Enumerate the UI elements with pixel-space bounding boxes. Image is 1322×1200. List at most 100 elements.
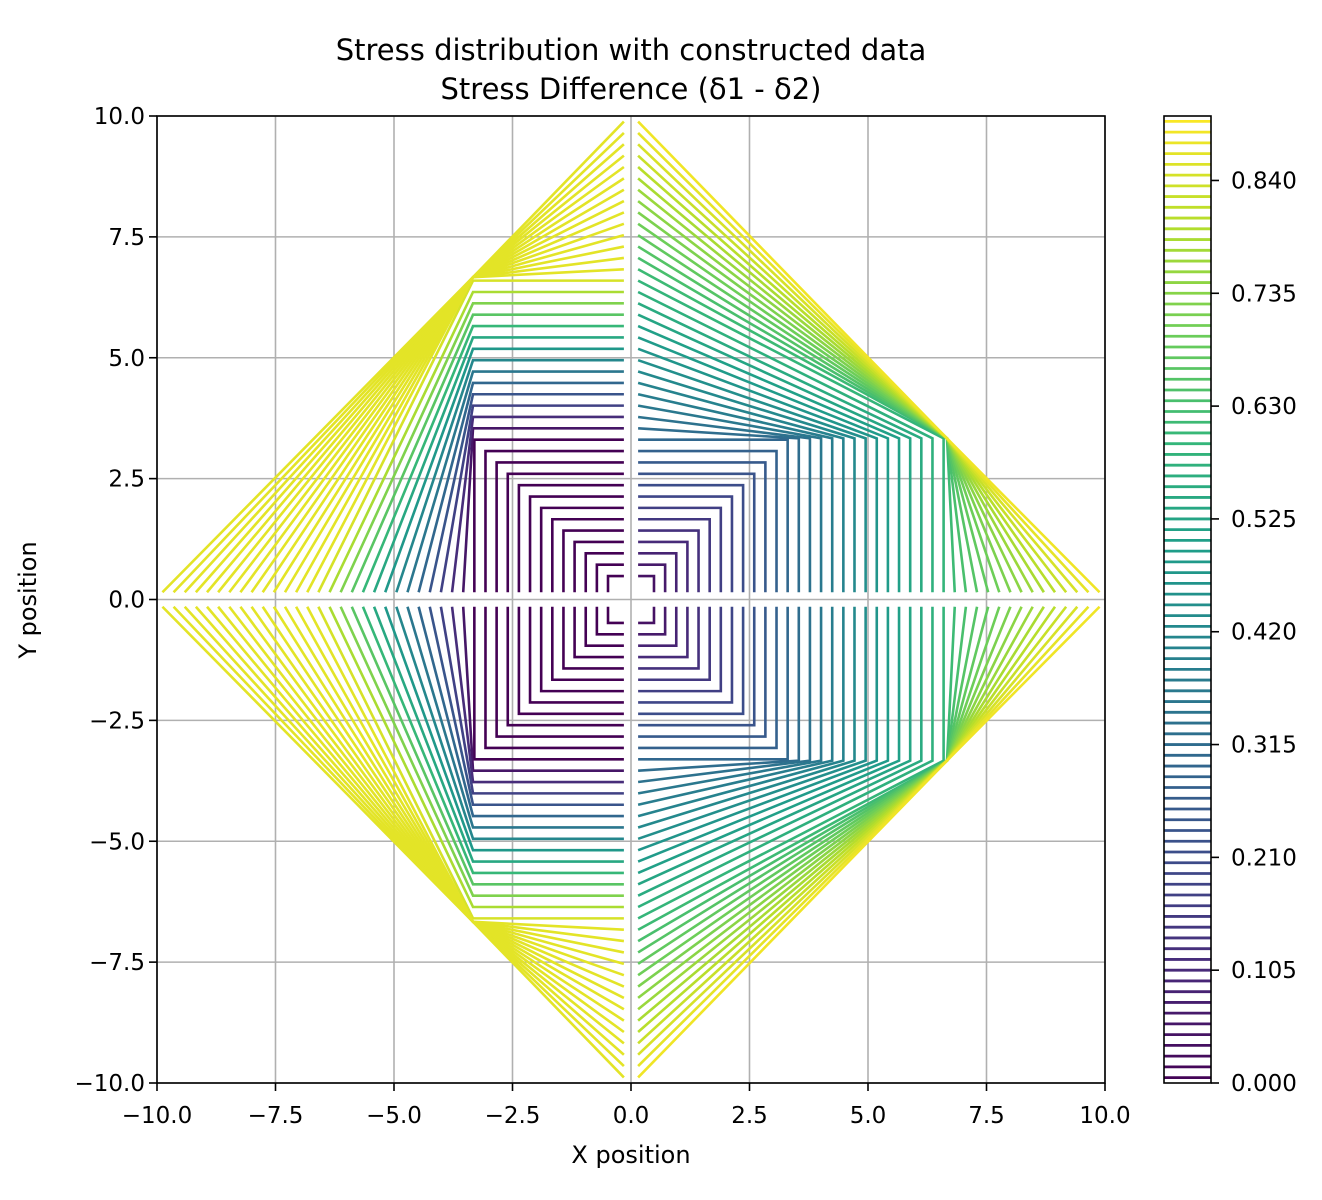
y-tick-label: −10.0 [75, 1071, 145, 1097]
contour-line [637, 279, 945, 593]
contour-line [595, 606, 624, 636]
contour-line [384, 606, 624, 852]
contour-line [637, 605, 1101, 1079]
contour-line [339, 302, 624, 593]
contour-line [638, 540, 689, 593]
y-tick-label: 10.0 [94, 104, 145, 130]
contour-line [637, 290, 934, 593]
contour-line [406, 606, 624, 829]
contour-line [350, 313, 624, 593]
y-tick-label: 7.5 [108, 225, 145, 251]
contour-line [484, 606, 624, 750]
contour-line [637, 404, 823, 593]
colorbar-tick-label: 0.525 [1231, 507, 1297, 533]
colorbar-tick-label: 0.210 [1231, 845, 1297, 871]
contour-line [637, 358, 867, 593]
contour-line [638, 438, 789, 593]
contour-line [484, 449, 624, 593]
contour-line [461, 427, 624, 593]
colorbar-tick-label: 0.105 [1231, 958, 1297, 984]
y-tick-label: 5.0 [108, 346, 145, 372]
contour-line [473, 438, 624, 593]
contour-line [637, 606, 834, 807]
contour-line [638, 483, 745, 593]
x-tick-label: −2.5 [485, 1103, 541, 1129]
x-tick-label: 7.5 [968, 1103, 1005, 1129]
contour-line [517, 606, 624, 716]
x-tick-label: 10.0 [1079, 1103, 1130, 1129]
contour-line [473, 606, 624, 761]
y-tick-label: −2.5 [89, 708, 145, 734]
contour-line [506, 472, 624, 593]
contour-line [637, 381, 845, 593]
y-tick-label: 0.0 [108, 588, 145, 614]
x-tick-label: 0.0 [613, 1103, 650, 1129]
contour-line [606, 606, 624, 625]
chart-title: Stress distribution with constructed dat… [336, 33, 927, 67]
contour-line [638, 606, 689, 659]
contour-line [637, 120, 1101, 594]
contour-line [638, 606, 789, 761]
contour-line [551, 606, 624, 682]
contour-line [637, 370, 856, 593]
contour-line [439, 404, 624, 593]
contour-line [417, 606, 624, 818]
contour-line [562, 529, 624, 593]
contour-line [328, 606, 624, 909]
contour-line [495, 606, 624, 738]
contour-line [417, 381, 624, 593]
contour-line [406, 370, 624, 593]
contour-line [637, 606, 901, 875]
contour-line [637, 606, 867, 841]
contour-line [637, 200, 1023, 593]
contour-line [637, 313, 912, 593]
contour-line [239, 199, 625, 594]
contour-line [637, 392, 834, 593]
contour-line [439, 606, 624, 795]
colorbar-frame [1163, 115, 1212, 1084]
contour-line [450, 606, 624, 784]
contour-line [637, 606, 934, 909]
contour-line [161, 605, 625, 1079]
contour-line [539, 506, 624, 593]
colorbar-ticks: 0.000 0.105 0.210 0.315 0.420 0.525 0.630 0.735… [1211, 168, 1297, 1097]
x-tick-label: 2.5 [731, 1103, 768, 1129]
contour-line [161, 120, 625, 594]
contour-line [637, 606, 912, 886]
contour-line [350, 606, 624, 886]
contour-line [638, 606, 667, 636]
contour-line [573, 540, 624, 593]
x-axis-label: X position [571, 1141, 690, 1169]
contour-line [637, 606, 1023, 999]
contour-line [637, 606, 945, 920]
contour-line [361, 606, 624, 875]
contour-line [637, 606, 845, 818]
colorbar-tick-label: 0.000 [1231, 1071, 1297, 1097]
contour-line [317, 606, 624, 920]
contour-line [339, 606, 624, 897]
contour-line [428, 392, 624, 593]
y-axis-ticks: −10.0 −7.5 −5.0 −2.5 0.0 2.5 5.0 7.5 10.0 [75, 104, 157, 1097]
contour-line [372, 336, 624, 593]
contour-line [638, 606, 700, 670]
contour-lines [161, 120, 1101, 1079]
contour-line [606, 574, 624, 593]
contour-line [361, 324, 624, 593]
x-tick-label: 5.0 [850, 1103, 887, 1129]
contour-line [528, 606, 624, 704]
y-tick-label: −5.0 [89, 829, 145, 855]
contour-line [517, 483, 624, 593]
contour-line [637, 324, 901, 593]
colorbar-tick-label: 0.735 [1231, 281, 1297, 307]
contour-line [584, 606, 624, 647]
colorbar-tick-label: 0.630 [1231, 394, 1297, 420]
contour-line [638, 472, 756, 593]
contour-line [638, 606, 778, 750]
contour-line [637, 606, 823, 795]
grid-lines [156, 115, 1106, 1084]
colorbar-tick-label: 0.420 [1231, 620, 1297, 646]
contour-line [638, 606, 767, 738]
contour-line [638, 606, 801, 772]
colorbar-tick-label: 0.315 [1231, 733, 1297, 759]
chart-subtitle: Stress Difference (δ1 - δ2) [441, 72, 822, 106]
